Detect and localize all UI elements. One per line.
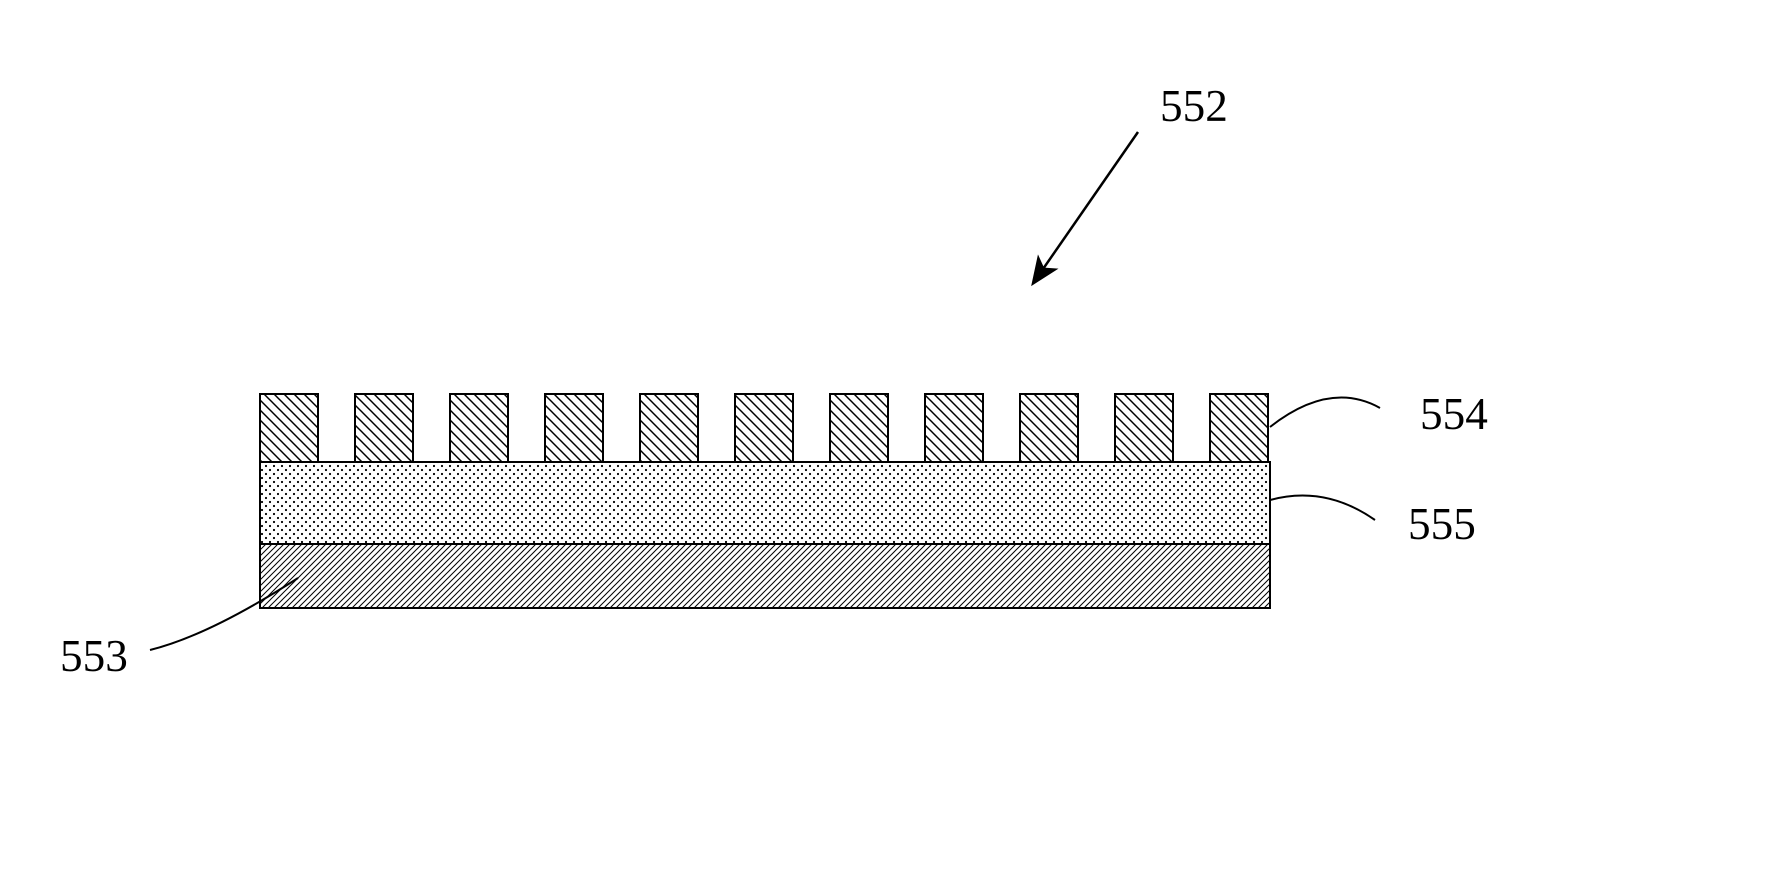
arrow-552 <box>1034 132 1138 282</box>
leader-555 <box>1270 496 1375 521</box>
layer-554-seg <box>260 394 318 462</box>
layer-553 <box>260 544 1270 608</box>
layer-554-seg <box>830 394 888 462</box>
label-552: 552 <box>1160 80 1228 132</box>
cross-section-diagram <box>0 0 1775 869</box>
layer-555 <box>260 462 1270 544</box>
layer-554-seg <box>1210 394 1268 462</box>
layer-554-seg <box>640 394 698 462</box>
layer-554-seg <box>735 394 793 462</box>
label-555: 555 <box>1408 498 1476 550</box>
layer-554-seg <box>545 394 603 462</box>
layer-554-seg <box>355 394 413 462</box>
layer-554-seg <box>925 394 983 462</box>
layer-554-seg <box>1115 394 1173 462</box>
label-553: 553 <box>60 630 128 682</box>
layer-554-seg <box>1020 394 1078 462</box>
leader-554 <box>1270 398 1380 427</box>
label-554: 554 <box>1420 388 1488 440</box>
layer-554-seg <box>450 394 508 462</box>
